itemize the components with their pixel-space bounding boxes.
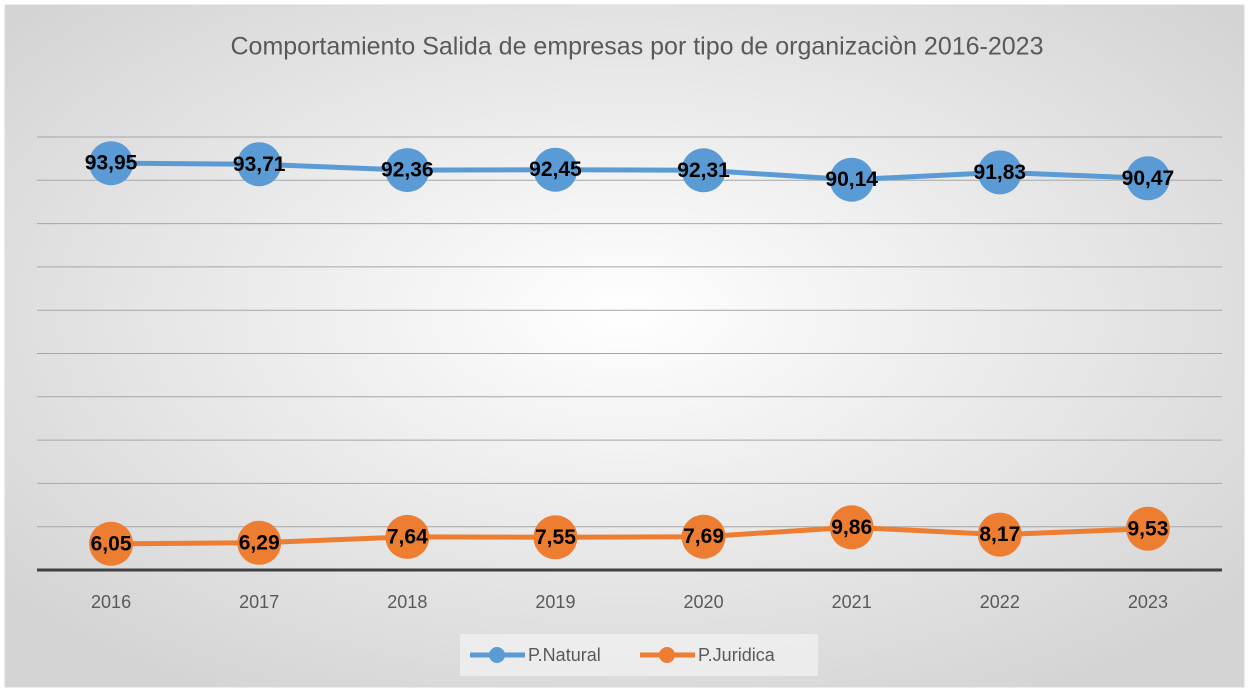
legend-marker xyxy=(659,647,675,663)
data-label: 9,86 xyxy=(831,516,872,539)
data-label: 91,83 xyxy=(974,161,1027,184)
point-marker xyxy=(533,147,578,192)
point-marker xyxy=(237,520,282,565)
data-label: 92,36 xyxy=(381,159,434,182)
data-label: 93,95 xyxy=(85,152,138,175)
data-label: 90,14 xyxy=(825,168,878,191)
data-label: 7,55 xyxy=(535,526,576,549)
point-marker xyxy=(829,505,874,550)
data-label: 8,17 xyxy=(979,523,1020,546)
data-label: 92,45 xyxy=(529,158,582,181)
point-marker xyxy=(977,512,1022,557)
point-marker xyxy=(385,514,430,559)
point-marker xyxy=(977,150,1022,195)
point-marker xyxy=(237,142,282,187)
x-tick-label: 2023 xyxy=(1128,592,1168,612)
legend-marker xyxy=(489,647,505,663)
data-label: 6,05 xyxy=(91,532,132,555)
x-tick-label: 2021 xyxy=(832,592,872,612)
data-label: 90,47 xyxy=(1122,167,1175,190)
series-line xyxy=(111,524,1149,547)
data-label: 9,53 xyxy=(1128,517,1169,540)
point-marker xyxy=(89,141,134,186)
x-tick-label: 2022 xyxy=(980,592,1020,612)
point-marker xyxy=(385,148,430,193)
data-label: 6,29 xyxy=(239,531,280,554)
point-marker xyxy=(681,148,726,193)
series-line xyxy=(111,160,1149,183)
point-marker xyxy=(681,514,726,559)
data-label: 93,71 xyxy=(233,153,286,176)
point-marker xyxy=(533,515,578,560)
point-marker xyxy=(89,521,134,566)
x-tick-label: 2020 xyxy=(684,592,724,612)
point-marker xyxy=(1125,506,1170,551)
data-label: 7,64 xyxy=(387,525,428,548)
x-tick-label: 2019 xyxy=(535,592,575,612)
chart-title: Comportamiento Salida de empresas por ti… xyxy=(230,33,1043,61)
point-marker xyxy=(829,157,874,202)
x-tick-label: 2017 xyxy=(239,592,279,612)
x-tick-label: 2016 xyxy=(91,592,131,612)
legend-label: P.Juridica xyxy=(698,645,776,665)
data-label: 7,69 xyxy=(683,525,724,548)
chart-background xyxy=(4,4,1245,688)
point-marker xyxy=(1125,156,1170,201)
x-tick-label: 2018 xyxy=(387,592,427,612)
data-label: 92,31 xyxy=(677,159,730,182)
legend-label: P.Natural xyxy=(528,645,601,665)
